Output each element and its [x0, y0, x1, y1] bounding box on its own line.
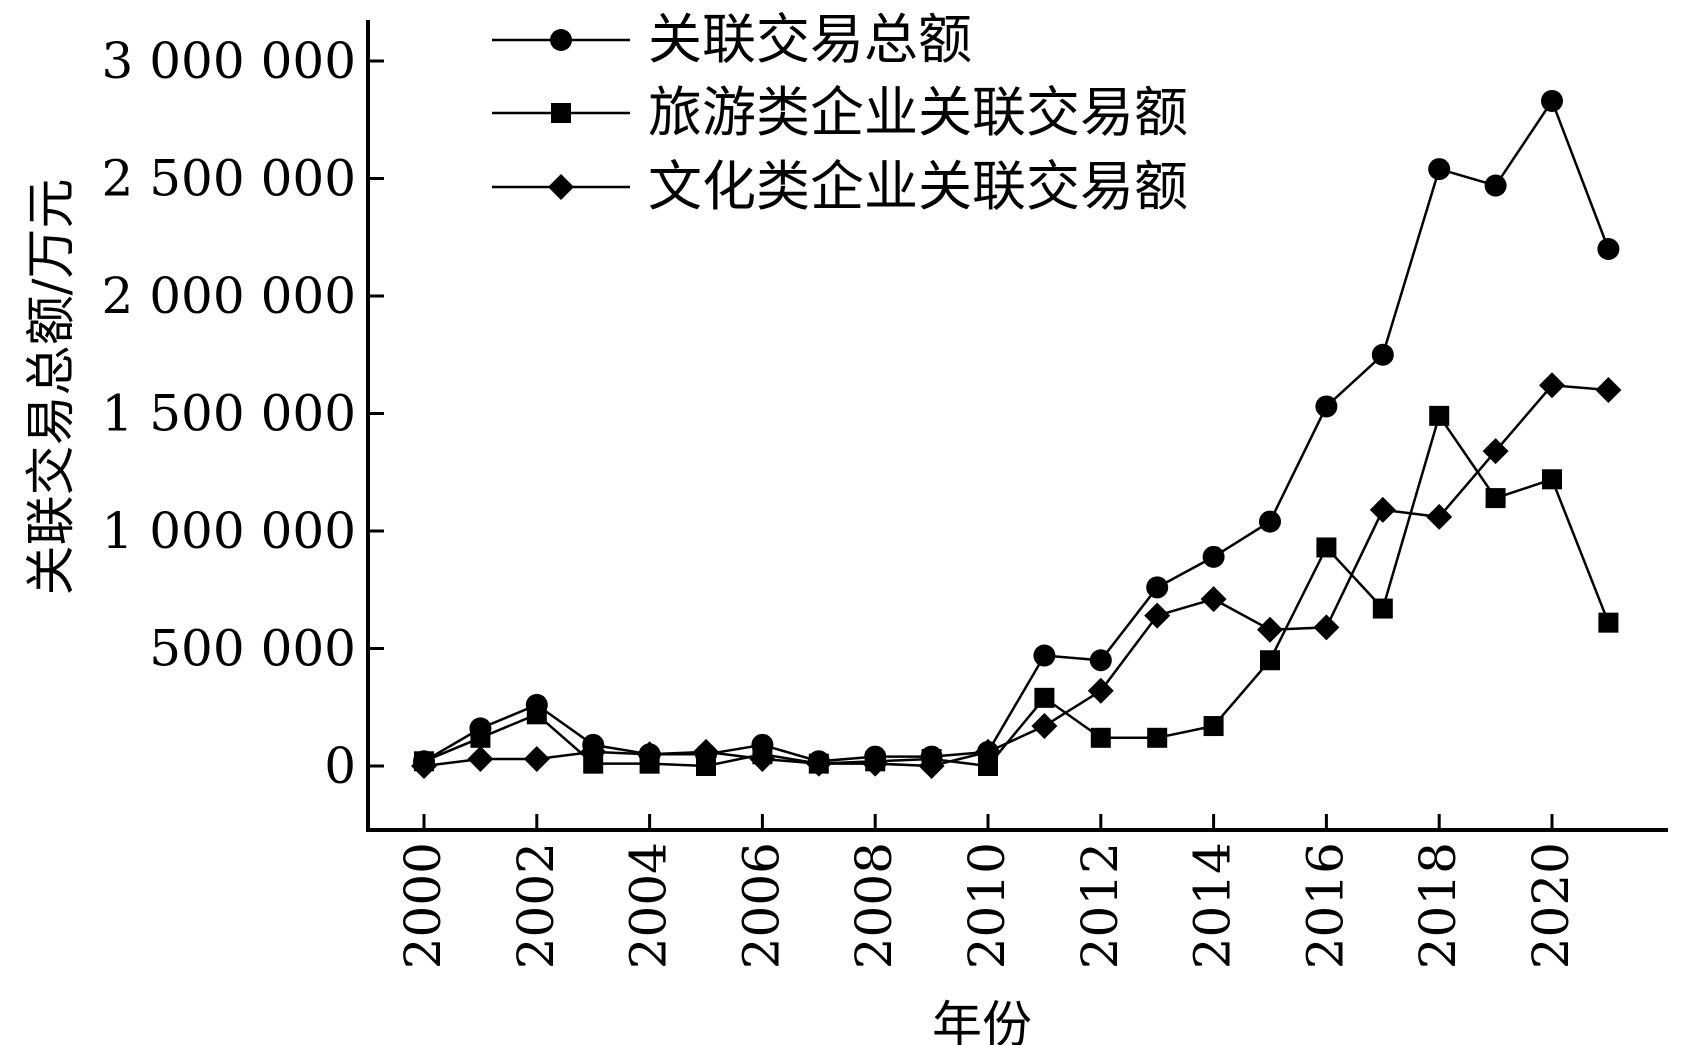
series-1-point — [1146, 576, 1169, 599]
series-1-line — [423, 98, 1610, 763]
x-tick-label: 2018 — [1409, 842, 1467, 969]
series-1-point — [1089, 649, 1112, 672]
legend-item-3: 文化类企业关联交易额 — [492, 155, 1188, 218]
y-tick-label: 1 500 000 — [102, 385, 356, 443]
series-2-point — [696, 756, 716, 776]
series-3-point — [636, 741, 663, 768]
y-tick-label: 0 — [324, 737, 356, 795]
x-tick-label: 2010 — [958, 842, 1016, 969]
series-3-point — [1087, 677, 1114, 704]
x-tick-label: 2004 — [620, 842, 678, 969]
series-3-point — [523, 745, 550, 772]
series-3-point — [1539, 372, 1565, 399]
x-axis-title: 年份 — [932, 996, 1032, 1045]
x-tick-label: 2002 — [507, 842, 565, 969]
y-tick-label: 3 000 000 — [102, 32, 356, 90]
series-2 — [414, 405, 1619, 776]
series-2-point — [1090, 727, 1111, 748]
series-2-point — [1429, 405, 1450, 426]
series-2-point — [1316, 537, 1337, 558]
y-tick-label: 2 500 000 — [102, 150, 356, 208]
series-3-point — [1482, 438, 1509, 465]
series-3-point — [1369, 496, 1396, 523]
plot-area — [366, 20, 1668, 832]
series-3-point — [411, 753, 437, 779]
series-1-point — [1315, 395, 1338, 418]
series-3-point — [975, 738, 1001, 765]
series-layer — [411, 89, 1622, 779]
series-2-point — [978, 756, 998, 776]
series-3-point — [1595, 377, 1622, 403]
series-2-point — [526, 704, 547, 725]
series-1-point — [1428, 158, 1451, 181]
x-tick-label: 2016 — [1296, 842, 1354, 969]
series-3-point — [580, 738, 607, 765]
legend-label: 文化类企业关联交易额 — [648, 155, 1188, 218]
series-1-point — [1371, 343, 1394, 366]
series-3-point — [1031, 713, 1058, 740]
series-3-point — [1426, 503, 1453, 530]
series-3-line — [423, 384, 1609, 768]
legend-swatch-marker — [550, 29, 572, 51]
series-3-point — [693, 738, 719, 765]
x-axis-ticks: 2000 2002 2004 2006 2008 2010 2012 2014 2016 2018… — [394, 814, 1580, 969]
series-2-point — [1485, 488, 1506, 509]
legend-item-2: 旅游类企业关联交易额 — [492, 81, 1188, 144]
series-3 — [411, 372, 1622, 779]
legend-swatch-marker — [551, 103, 571, 123]
series-1-point — [1597, 238, 1620, 260]
series-2-point — [1372, 598, 1393, 619]
series-2-line — [423, 413, 1610, 768]
x-tick-label: 2012 — [1071, 842, 1129, 969]
series-2-point — [1598, 612, 1619, 633]
legend-label: 关联交易总额 — [648, 8, 972, 71]
series-1-point — [1033, 644, 1056, 667]
legend-item-1: 关联交易总额 — [492, 8, 972, 71]
series-1-point — [1541, 89, 1563, 112]
series-1-point — [1259, 510, 1281, 533]
series-3-point — [862, 750, 889, 777]
series-2-point — [1203, 716, 1224, 737]
series-3-point — [918, 753, 945, 779]
series-3-point — [1144, 602, 1171, 629]
legend-label: 旅游类企业关联交易额 — [648, 81, 1188, 144]
series-2-point — [1260, 650, 1280, 671]
x-tick-label: 2006 — [732, 842, 790, 969]
x-tick-label: 2008 — [845, 842, 903, 969]
series-2-point — [470, 727, 491, 748]
series-3-point — [1200, 586, 1227, 613]
series-1-point — [1202, 545, 1225, 568]
series-2-point — [1542, 469, 1562, 490]
series-3-point — [467, 745, 494, 772]
series-2-point — [1034, 687, 1055, 708]
legend-swatch-marker — [548, 174, 574, 200]
y-tick-label: 1 000 000 — [102, 502, 356, 560]
y-axis-ticks: 0 500 000 1 000 000 1 500 000 2 000 000 2 500… — [102, 32, 384, 795]
x-tick-label: 2000 — [394, 842, 452, 969]
series-2-point — [1147, 727, 1168, 748]
series-3-point — [805, 750, 832, 777]
series-1-point — [1484, 174, 1507, 197]
series-3-point — [1257, 616, 1283, 643]
y-axis-title: 关联交易总额/万元 — [22, 179, 80, 596]
series-3-point — [749, 745, 776, 772]
x-tick-label: 2014 — [1184, 842, 1242, 969]
x-tick-label: 2020 — [1522, 842, 1580, 969]
y-tick-label: 2 000 000 — [102, 267, 356, 325]
series-3-point — [1313, 614, 1340, 641]
y-tick-label: 500 000 — [149, 620, 356, 678]
